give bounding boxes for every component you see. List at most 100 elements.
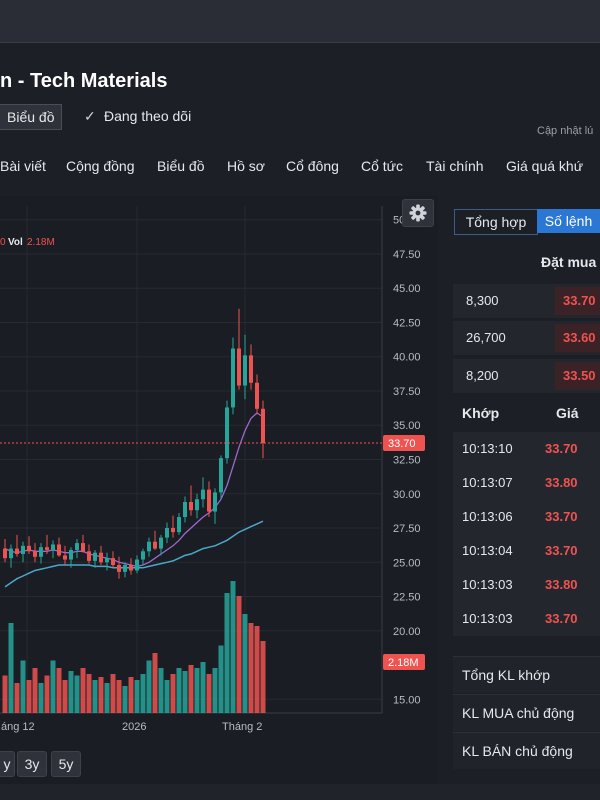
candle-body: [63, 555, 67, 560]
candle-body: [183, 501, 187, 518]
match-header: Khớp: [462, 405, 500, 421]
follow-toggle[interactable]: ✓ Đang theo dõi: [84, 108, 191, 125]
book-volume: 8,200: [466, 368, 499, 383]
volume-bar: [128, 677, 134, 713]
chart-settings-button[interactable]: [402, 199, 434, 227]
candle-body: [33, 551, 37, 557]
last-volume-marker: [383, 654, 425, 670]
book-price: 33.50: [555, 362, 600, 390]
y-tick-label: 25.00: [393, 557, 421, 569]
candle-body: [15, 548, 19, 555]
candle-body: [81, 543, 85, 552]
ma-short-line: [4, 412, 264, 568]
volume-bar: [212, 668, 218, 713]
top-bar: [0, 0, 600, 43]
summary-row-active-buy: KL MUA chủ động: [453, 694, 600, 731]
candle-body: [87, 551, 91, 561]
volume-bar: [8, 623, 14, 713]
volume-bar: [80, 668, 86, 713]
volume-bar: [44, 675, 50, 713]
tab-orders[interactable]: Số lệnh: [537, 209, 600, 233]
match-time: 10:13:03: [462, 611, 513, 626]
tab-dividends[interactable]: Cổ tức: [361, 158, 404, 174]
tab-shareholders[interactable]: Cổ đông: [286, 158, 339, 174]
range-1y-button[interactable]: y: [0, 751, 15, 777]
last-volume-label: 2.18M: [388, 657, 419, 669]
ma-long-line: [4, 520, 264, 588]
candle-body: [21, 545, 25, 555]
candle-body: [99, 552, 103, 563]
volume-bar: [230, 581, 236, 713]
candle-body: [9, 548, 13, 559]
candle-body: [153, 541, 157, 549]
book-price: 33.70: [555, 287, 600, 315]
volume-bar: [224, 593, 230, 713]
volume-bar: [104, 683, 110, 713]
volume-bar: [56, 668, 62, 713]
candle-body: [231, 348, 235, 408]
match-time: 10:13:07: [462, 475, 513, 490]
range-5y-button[interactable]: 5y: [51, 751, 81, 777]
candle-body: [69, 549, 73, 560]
x-tick-label: Tháng 2: [222, 721, 262, 733]
last-price-marker: [383, 435, 425, 452]
tab-financials[interactable]: Tài chính: [426, 158, 484, 174]
match-price: 33.80: [545, 577, 578, 592]
volume-bar: [140, 674, 146, 713]
tab-price-history[interactable]: Giá quá khứ: [506, 158, 584, 174]
volume-bar: [116, 680, 122, 713]
legend-volume-value: 2.18M: [27, 237, 55, 248]
follow-label: Đang theo dõi: [104, 108, 192, 124]
volume-bar: [254, 626, 260, 713]
volume-bar: [182, 671, 188, 713]
volume-bar: [260, 641, 266, 713]
tab-summary[interactable]: Tổng hợp: [454, 209, 538, 235]
candle-body: [261, 408, 265, 444]
volume-bar: [242, 614, 248, 713]
tab-community[interactable]: Cộng đồng: [66, 158, 135, 174]
volume-bar: [110, 674, 116, 713]
volume-bar: [38, 683, 44, 713]
candle-body: [27, 545, 31, 552]
volume-bar: [92, 680, 98, 713]
summary-label: KL BÁN chủ động: [462, 743, 573, 759]
candle-body: [93, 552, 97, 561]
volume-bar: [2, 675, 8, 713]
candle-body: [177, 517, 181, 533]
volume-bar: [146, 660, 152, 713]
candle-body: [75, 543, 79, 550]
candle-body: [51, 544, 55, 550]
y-tick-label: 37.50: [393, 386, 421, 398]
y-tick-label: 22.50: [393, 592, 421, 604]
summary-label: Tổng KL khớp: [462, 667, 551, 683]
chart-button[interactable]: Biểu đồ: [0, 104, 63, 130]
volume-bar: [122, 686, 128, 713]
volume-bar: [134, 680, 140, 713]
candle-body: [237, 348, 241, 386]
page-title: n - Tech Materials: [0, 70, 168, 92]
range-3y-button[interactable]: 3y: [17, 751, 47, 777]
volume-bar: [158, 668, 164, 713]
book-row: 8,200 33.50: [453, 359, 600, 393]
candle-body: [189, 501, 193, 511]
gear-icon: [409, 204, 427, 222]
candle-body: [207, 489, 211, 512]
tab-profile[interactable]: Hồ sơ: [227, 158, 265, 174]
price-chart[interactable]: 50.0047.5045.0042.5040.0037.5035.0032.50…: [0, 196, 438, 746]
tab-chart[interactable]: Biểu đồ: [157, 158, 205, 174]
match-price: 33.70: [545, 441, 578, 456]
volume-bar: [74, 675, 80, 713]
candle-body: [255, 382, 259, 409]
match-time: 10:13:04: [462, 543, 513, 558]
candle-body: [141, 551, 145, 560]
candle-body: [201, 489, 205, 500]
match-row: 10:13:07 33.80: [453, 466, 600, 500]
volume-bar: [236, 596, 242, 713]
candle-body: [117, 565, 121, 572]
volume-bar: [14, 683, 20, 713]
tab-posts[interactable]: Bài viết: [0, 158, 46, 174]
book-price: 33.60: [555, 324, 600, 352]
candle-body: [225, 407, 229, 459]
candle-body: [57, 544, 61, 556]
volume-bar: [218, 645, 224, 713]
